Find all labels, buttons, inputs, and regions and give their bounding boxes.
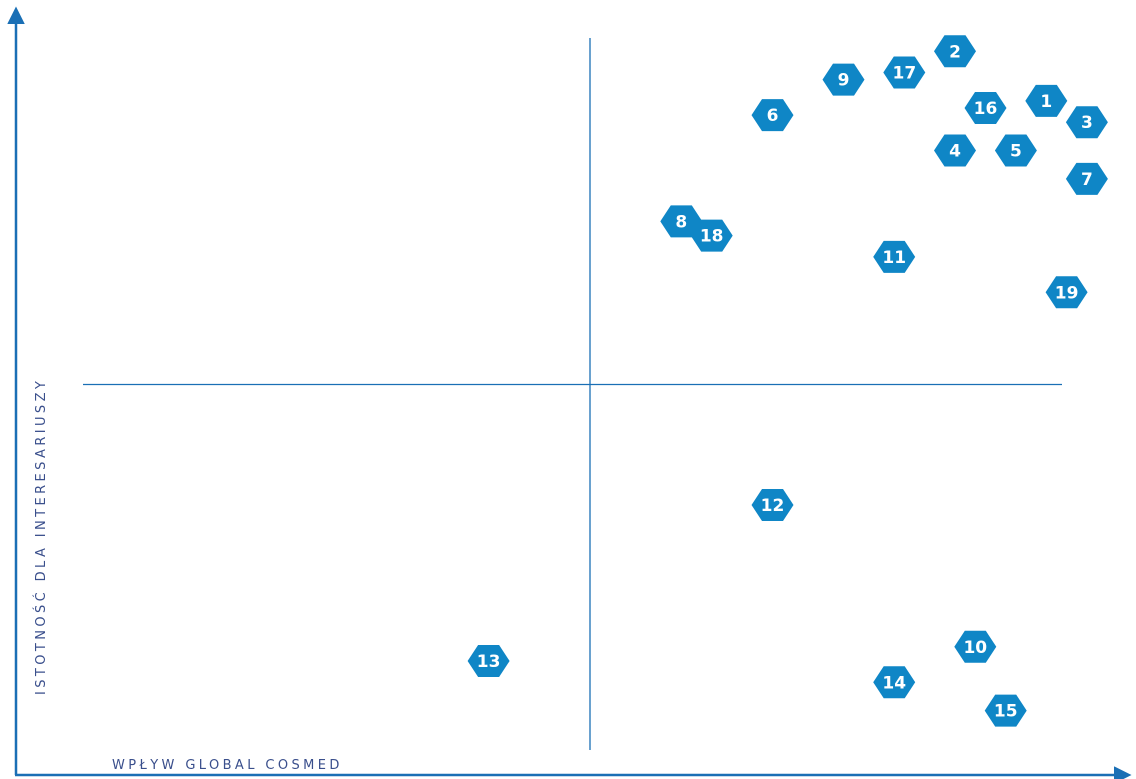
hexagon-marker [873,240,916,273]
data-point-label: 5 [1010,142,1022,162]
data-point-17: 17 [883,56,926,89]
data-point-9: 9 [822,63,865,96]
data-point-label: 14 [882,673,906,693]
data-point-label: 10 [963,638,987,658]
data-point-label: 13 [477,652,501,672]
hexagon-marker [751,99,794,132]
hexagon-marker [1025,84,1068,117]
data-point-label: 11 [882,248,906,268]
hexagon-marker [994,134,1037,167]
hexagon-marker [883,56,926,89]
hexagon-marker [984,694,1027,727]
data-point-label: 8 [675,212,687,232]
data-point-15: 15 [984,694,1027,727]
data-point-2: 2 [934,35,976,68]
hexagon-marker [873,666,916,699]
data-point-19: 19 [1045,276,1088,309]
data-point-16: 16 [964,92,1007,124]
data-point-label: 1 [1040,92,1052,112]
data-point-6: 6 [751,99,794,132]
data-point-label: 2 [949,42,961,62]
hexagon-marker [934,35,976,68]
data-point-label: 17 [893,64,917,84]
data-point-label: 12 [761,496,785,516]
hexagon-marker [1065,106,1108,139]
data-point-label: 9 [838,71,850,91]
hexagon-marker [1045,276,1088,309]
hexagon-marker [822,63,865,96]
data-point-5: 5 [994,134,1037,167]
data-point-7: 7 [1065,162,1108,195]
data-point-label: 18 [700,227,724,247]
data-point-18: 18 [690,219,733,252]
hexagon-marker [954,630,997,663]
data-point-label: 4 [949,142,961,162]
data-point-3: 3 [1065,106,1108,139]
data-point-label: 19 [1055,283,1079,303]
hexagon-marker [660,205,703,238]
data-point-14: 14 [873,666,916,699]
hexagon-marker [467,645,510,677]
hexagon-marker [964,92,1007,124]
x-axis-label: WPŁYW GLOBAL COSMED [112,758,343,773]
data-point-label: 16 [974,99,998,119]
data-point-4: 4 [934,134,976,167]
data-point-12: 12 [751,489,794,521]
data-point-13: 13 [467,645,510,677]
data-point-1: 1 [1025,84,1068,117]
hexagon-marker [751,489,794,521]
data-point-8: 8 [660,205,703,238]
data-point-10: 10 [954,630,997,663]
data-point-label: 3 [1081,113,1093,133]
data-point-label: 15 [994,702,1018,722]
data-point-label: 6 [767,106,779,126]
data-point-11: 11 [873,240,916,273]
hexagon-marker [1065,162,1108,195]
hexagon-marker [934,134,976,167]
data-point-label: 7 [1081,170,1093,190]
hexagon-marker [690,219,733,252]
y-axis-label: ISTOTNOŚĆ DLA INTERESARIUSZY [33,378,49,695]
